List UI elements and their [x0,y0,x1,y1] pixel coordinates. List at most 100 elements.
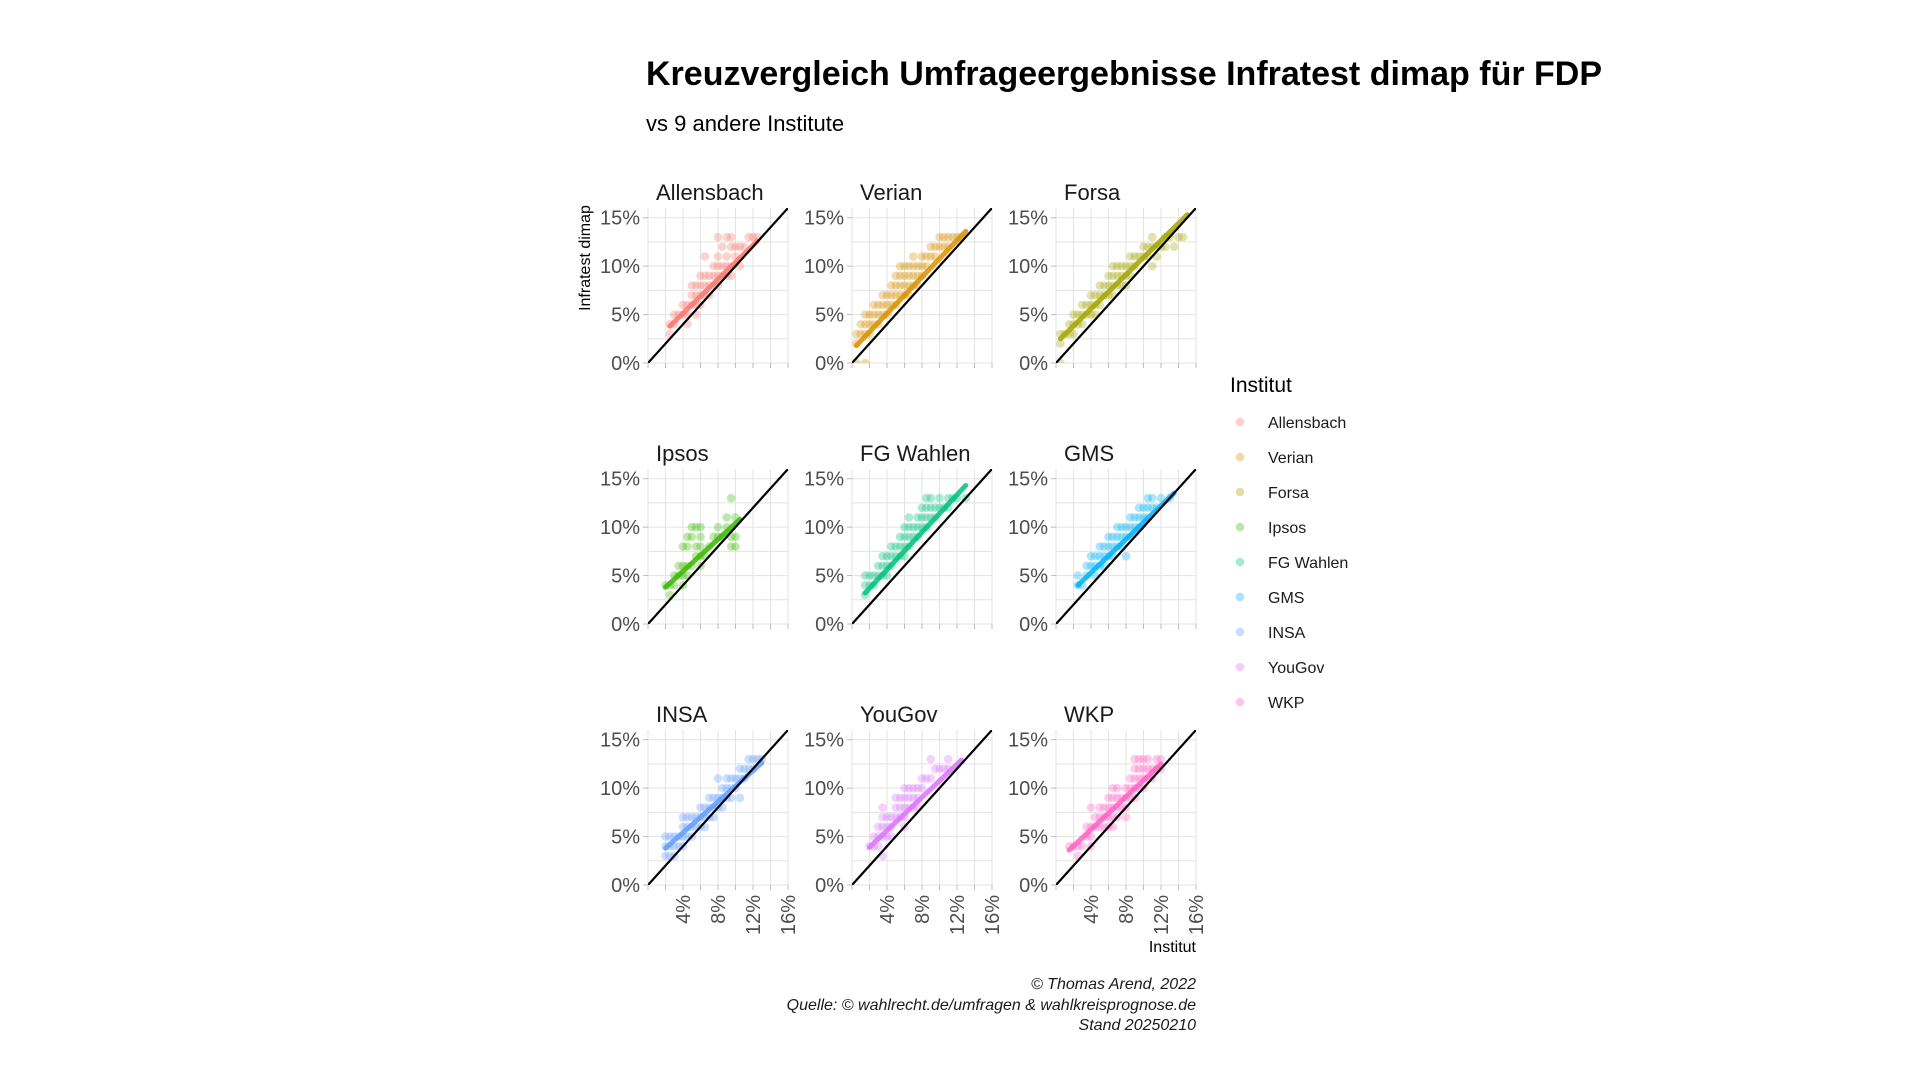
legend: Institut Allensbach Verian Forsa Ipsos FG Wa… [1230,374,1348,712]
data-point [930,764,940,774]
facet-label-gms: GMS [1064,441,1114,466]
data-point [1104,793,1113,803]
data-point [687,522,697,532]
legend-item-forsa: Forsa [1235,485,1309,502]
reference-line [852,469,992,624]
data-point [683,542,692,551]
data-point [1156,493,1166,503]
reference-line [1056,208,1196,363]
y-tick-label: 5% [611,566,640,588]
caption-date: Stand 20250210 [1079,1017,1197,1034]
data-point [704,793,714,803]
data-point [900,271,909,281]
data-point [691,542,701,551]
gridlines [847,469,993,629]
facet-label-insa: INSA [656,702,708,727]
y-tick-label: 10% [804,778,844,800]
x-tick-label: 12% [947,895,969,935]
y-tick-label: 15% [600,730,640,752]
data-point [926,252,936,261]
chart-title: Kreuzvergleich Umfrageergebnisse Infrate… [646,55,1602,93]
data-point [908,261,918,271]
data-point [913,522,922,532]
y-tick-label: 0% [815,614,844,636]
y-tick-label: 15% [804,469,844,491]
data-point [891,290,901,300]
data-point [913,513,922,522]
x-tick-label: 12% [1151,895,1173,935]
data-point [895,281,905,290]
data-point [696,532,705,542]
y-tick-label: 10% [1008,517,1048,539]
legend-swatch [1235,592,1245,602]
y-tick-label: 10% [1008,256,1048,278]
data-point [873,310,883,319]
data-point [1104,271,1113,281]
data-point [904,532,914,542]
legend-item-allensbach: Allensbach [1235,415,1346,432]
data-point [891,281,901,290]
data-point [687,532,697,542]
data-point [922,774,931,783]
data-point [1082,561,1091,571]
data-point [935,232,944,242]
y-tick-label: 0% [1019,875,1048,897]
data-point [709,261,718,271]
data-point [678,812,688,822]
data-point [935,764,944,774]
data-point [1121,812,1131,822]
data-point [1069,310,1078,319]
data-point [1108,793,1118,803]
data-point [908,783,918,793]
data-point [696,522,705,532]
y-tick-label: 0% [611,353,640,375]
data-point [713,522,723,532]
data-point [895,803,905,812]
panel-gms: GMS 0% 5% 10% 15% [1008,441,1197,636]
x-tick-label: 4% [1081,895,1103,924]
data-point [917,261,927,271]
legend-swatch [1235,522,1245,532]
data-point [726,542,736,551]
data-point [865,310,874,319]
data-point [926,242,936,252]
trend-line [667,238,760,329]
data-point [726,242,736,252]
data-point [913,261,922,271]
data-point [860,319,870,329]
data-point [930,503,940,513]
y-tick-label: 5% [1019,827,1048,849]
x-axis-title: Institut [1149,939,1197,956]
data-point [1099,542,1109,551]
data-point [1130,754,1140,764]
data-point [908,793,918,803]
data-point [735,793,745,803]
data-point [1086,290,1096,300]
facet-label-verian: Verian [860,180,922,205]
data-point [878,561,887,571]
data-point [860,358,870,363]
data-point [691,522,701,532]
data-point [696,803,705,812]
data-point [904,261,914,271]
y-tick-label: 5% [815,566,844,588]
data-point [1134,754,1144,764]
data-point [1095,281,1105,290]
data-point [1108,261,1118,271]
y-tick-label: 10% [1008,778,1048,800]
x-tick-label: 16% [1186,895,1208,935]
data-point [895,261,905,271]
data-point [939,232,949,242]
trend-line [1057,212,1190,342]
data-point [718,261,727,271]
data-point [674,561,683,571]
data-point [930,242,940,252]
data-point [895,542,905,551]
data-point [904,793,914,803]
data-point [1126,513,1135,522]
data-point [922,252,931,261]
legend-swatch [1235,487,1245,497]
data-point [1169,242,1179,252]
data-point [1108,271,1118,281]
legend-label: INSA [1268,625,1306,642]
